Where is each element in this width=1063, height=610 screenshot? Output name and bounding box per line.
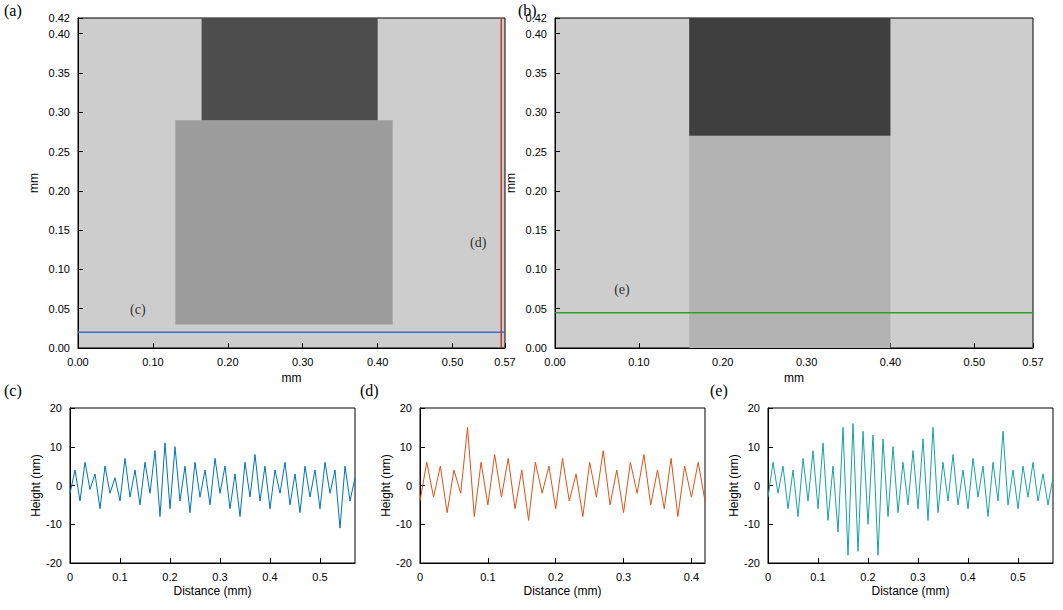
svg-text:0.1: 0.1 <box>480 571 495 583</box>
svg-text:(b): (b) <box>518 1 537 19</box>
svg-text:-10: -10 <box>744 518 760 530</box>
svg-text:0.00: 0.00 <box>526 342 547 354</box>
svg-text:0.30: 0.30 <box>526 106 547 118</box>
svg-text:(e): (e) <box>614 282 630 298</box>
svg-text:10: 10 <box>50 441 62 453</box>
svg-text:20: 20 <box>50 402 62 414</box>
svg-text:0.5: 0.5 <box>1010 571 1025 583</box>
svg-text:0.35: 0.35 <box>526 67 547 79</box>
svg-text:-20: -20 <box>744 557 760 569</box>
svg-text:(e): (e) <box>710 382 728 400</box>
svg-text:0.3: 0.3 <box>910 571 925 583</box>
svg-text:-10: -10 <box>46 518 62 530</box>
svg-text:0.4: 0.4 <box>262 571 277 583</box>
svg-text:20: 20 <box>400 402 412 414</box>
svg-text:-20: -20 <box>396 557 412 569</box>
svg-text:0.3: 0.3 <box>616 571 631 583</box>
svg-text:0.1: 0.1 <box>112 571 127 583</box>
svg-text:0.00: 0.00 <box>67 356 88 368</box>
svg-text:Distance (mm): Distance (mm) <box>523 584 601 598</box>
svg-text:0.10: 0.10 <box>49 263 70 275</box>
svg-text:0.42: 0.42 <box>49 12 70 24</box>
svg-text:0.57: 0.57 <box>494 356 515 368</box>
svg-text:0.15: 0.15 <box>526 224 547 236</box>
svg-text:0.00: 0.00 <box>544 356 565 368</box>
svg-text:20: 20 <box>748 402 760 414</box>
svg-text:0.1: 0.1 <box>810 571 825 583</box>
svg-text:0.20: 0.20 <box>712 356 733 368</box>
svg-text:(a): (a) <box>4 2 22 20</box>
svg-text:(c): (c) <box>4 382 22 400</box>
svg-text:-10: -10 <box>396 518 412 530</box>
svg-text:(d): (d) <box>360 382 379 400</box>
svg-text:0.50: 0.50 <box>442 356 463 368</box>
svg-text:0.40: 0.40 <box>880 356 901 368</box>
svg-text:Distance (mm): Distance (mm) <box>871 584 949 598</box>
svg-text:0.05: 0.05 <box>526 303 547 315</box>
svg-text:mm: mm <box>784 371 804 385</box>
svg-text:0.50: 0.50 <box>964 356 985 368</box>
svg-text:0.30: 0.30 <box>49 106 70 118</box>
svg-text:0.10: 0.10 <box>142 356 163 368</box>
svg-text:0.2: 0.2 <box>548 571 563 583</box>
svg-text:0.00: 0.00 <box>49 342 70 354</box>
svg-text:Distance (mm): Distance (mm) <box>173 584 251 598</box>
svg-text:0.20: 0.20 <box>49 185 70 197</box>
svg-text:0.2: 0.2 <box>860 571 875 583</box>
svg-text:10: 10 <box>400 441 412 453</box>
svg-text:0.57: 0.57 <box>1022 356 1043 368</box>
svg-text:-20: -20 <box>46 557 62 569</box>
svg-text:10: 10 <box>748 441 760 453</box>
svg-text:0.05: 0.05 <box>49 303 70 315</box>
svg-text:0.25: 0.25 <box>526 146 547 158</box>
svg-text:0.25: 0.25 <box>49 146 70 158</box>
svg-text:Height (nm): Height (nm) <box>29 454 43 517</box>
svg-text:0.40: 0.40 <box>367 356 388 368</box>
svg-text:0.40: 0.40 <box>526 28 547 40</box>
svg-text:mm: mm <box>504 173 518 193</box>
svg-text:(c): (c) <box>130 302 146 318</box>
svg-text:0.35: 0.35 <box>49 67 70 79</box>
svg-text:0.2: 0.2 <box>162 571 177 583</box>
svg-text:0.3: 0.3 <box>212 571 227 583</box>
svg-text:0.20: 0.20 <box>526 185 547 197</box>
svg-text:0: 0 <box>406 480 412 492</box>
svg-text:0.30: 0.30 <box>292 356 313 368</box>
svg-text:0.10: 0.10 <box>628 356 649 368</box>
svg-text:0.4: 0.4 <box>684 571 699 583</box>
svg-text:Height (nm): Height (nm) <box>727 454 741 517</box>
svg-text:(d): (d) <box>470 235 487 251</box>
svg-text:0.15: 0.15 <box>49 224 70 236</box>
svg-text:0.20: 0.20 <box>217 356 238 368</box>
svg-text:0.4: 0.4 <box>960 571 975 583</box>
svg-text:0.42: 0.42 <box>526 12 547 24</box>
svg-text:0: 0 <box>754 480 760 492</box>
svg-text:mm: mm <box>282 371 302 385</box>
svg-text:0.40: 0.40 <box>49 28 70 40</box>
svg-text:0: 0 <box>765 571 771 583</box>
svg-text:0: 0 <box>56 480 62 492</box>
svg-text:0: 0 <box>67 571 73 583</box>
svg-text:0.30: 0.30 <box>796 356 817 368</box>
svg-text:0.5: 0.5 <box>312 571 327 583</box>
svg-text:Height (nm): Height (nm) <box>379 454 393 517</box>
svg-text:0.10: 0.10 <box>526 263 547 275</box>
svg-text:mm: mm <box>27 173 41 193</box>
svg-text:0: 0 <box>417 571 423 583</box>
